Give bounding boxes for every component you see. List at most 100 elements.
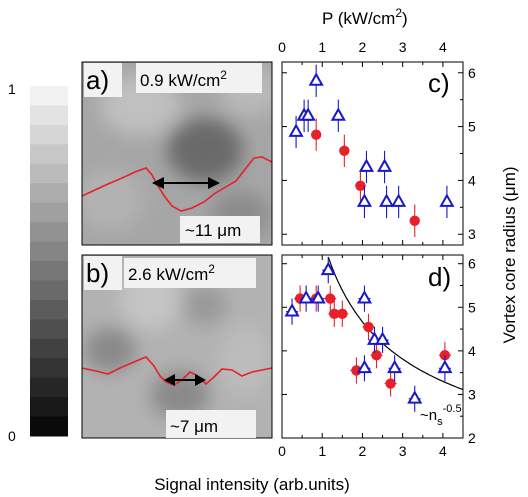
triangle-marker (387, 359, 403, 374)
triangle-marker (358, 158, 375, 172)
red-circle-point (370, 342, 383, 369)
top-axis-title-sup: 2 (395, 6, 402, 20)
y-tick-label: 4 (468, 343, 476, 359)
triangle-marker (284, 303, 300, 317)
triangle-marker (330, 107, 346, 121)
blue-triangle-point (377, 150, 393, 184)
x-tick-label: 0 (278, 39, 286, 55)
triangle-marker (407, 390, 423, 404)
colorbar-level (30, 377, 68, 398)
panel-a-arrow-right-head (208, 177, 220, 189)
circle-marker (371, 350, 382, 361)
x-tick-label: 1 (318, 443, 326, 459)
blue-triangle-point (407, 385, 423, 412)
panel-c-plot: 0 1 2 3 4 3 4 5 6 c) (278, 39, 476, 246)
y-tick-label: 5 (468, 299, 476, 315)
circle-marker (325, 293, 336, 304)
colorbar-level (30, 338, 68, 359)
colorbar-level (30, 261, 68, 281)
red-circle-point (324, 285, 337, 312)
circle-marker (409, 215, 420, 226)
x-tick-label: 3 (399, 443, 407, 459)
triangle-marker (298, 290, 314, 304)
colorbar-top-label: 1 (8, 81, 16, 97)
panel-c-marks (288, 64, 455, 237)
colorbar (30, 86, 68, 437)
panel-a-bright-region-3 (82, 170, 144, 230)
panel-a-image: a) 0.9 kW/cm2 ~11 μm (81, 61, 273, 246)
x-tick-label: 4 (439, 39, 447, 55)
y-tick-label: 4 (468, 172, 476, 188)
colorbar-level (30, 416, 68, 437)
blue-triangle-point (310, 285, 326, 312)
triangle-marker (356, 359, 373, 374)
y-tick-label: 2 (468, 430, 476, 446)
x-tick-label: 2 (359, 39, 367, 55)
colorbar-level (30, 358, 68, 379)
panel-b-image: b) 2.6 kW/cm2 ~7 μm (81, 254, 273, 439)
panel-c-ticks: 0 1 2 3 4 3 4 5 6 (278, 39, 476, 245)
blue-triangle-point (288, 115, 304, 149)
panel-a-frame (81, 61, 273, 246)
blue-triangle-point (308, 64, 324, 97)
y-tick-label: 3 (468, 226, 476, 242)
circle-marker (337, 308, 348, 320)
panel-a-power: 0.9 kW/cm2 (140, 68, 227, 90)
colorbar-level (30, 280, 68, 301)
right-axis-title: Vortex core radius (μm) (500, 166, 519, 343)
blue-triangle-point (298, 285, 314, 312)
colorbar-level (30, 222, 68, 243)
panel-c-frame (281, 61, 464, 246)
fit-label-sup: -0.5 (443, 403, 462, 415)
blue-triangle-point (374, 326, 391, 354)
circle-marker (385, 378, 396, 389)
blue-triangle-point (387, 355, 403, 382)
red-circle-point (362, 313, 375, 340)
x-tick-label: 2 (359, 443, 367, 459)
x-tick-label: 4 (439, 443, 447, 459)
red-circle-point (336, 300, 349, 327)
y-tick-label: 6 (468, 65, 476, 81)
x-tick-label: 3 (399, 39, 407, 55)
blue-triangle-point (437, 355, 453, 382)
panel-b-size-bg (166, 410, 256, 438)
circle-marker (363, 321, 374, 333)
triangle-marker (300, 107, 316, 121)
top-axis-title-text: P (kW/cm (322, 9, 395, 28)
fit-label-text: ~n (420, 407, 437, 424)
panel-d-plot: 0 1 2 3 4 2 3 4 5 6 d) ~ns-0.5 (278, 254, 476, 459)
triangle-marker (320, 261, 336, 276)
blue-triangle-point (391, 185, 407, 219)
red-circle-point (409, 204, 420, 237)
colorbar-level (30, 183, 68, 204)
triangle-marker (379, 193, 395, 207)
colorbar-level (30, 105, 68, 126)
blue-triangle-point (439, 185, 455, 219)
blue-triangle-point (356, 185, 373, 219)
triangle-marker (308, 72, 324, 86)
y-tick-label: 6 (468, 256, 476, 272)
panel-b-power-bg (124, 258, 256, 288)
circle-marker (339, 145, 350, 157)
red-circle-point (355, 169, 366, 202)
panel-a-size-bg (180, 216, 260, 243)
panel-b-size-note: ~7 μm (170, 417, 218, 436)
panel-a-power-sup: 2 (220, 68, 227, 82)
blue-triangle-point (320, 257, 336, 284)
fit-curve (327, 256, 463, 391)
panel-d-marks (284, 256, 463, 412)
panel-b-label: b) (86, 258, 109, 288)
triangle-marker (374, 331, 391, 345)
triangle-marker (356, 290, 373, 304)
panel-b-label-bg (84, 256, 122, 290)
blue-triangle-point (379, 185, 395, 219)
panel-b-arrow-left-head (164, 374, 175, 386)
colorbar-level (30, 124, 68, 145)
panel-b-vortex-1 (84, 328, 136, 372)
panel-d-ticks: 0 1 2 3 4 2 3 4 5 6 (278, 255, 476, 459)
colorbar-level (30, 86, 68, 106)
blue-triangle-point (356, 355, 373, 382)
circle-marker (329, 308, 340, 320)
top-axis-title: P (kW/cm2) (322, 6, 408, 28)
bottom-axis-title: Signal intensity (arb.units) (154, 475, 350, 494)
